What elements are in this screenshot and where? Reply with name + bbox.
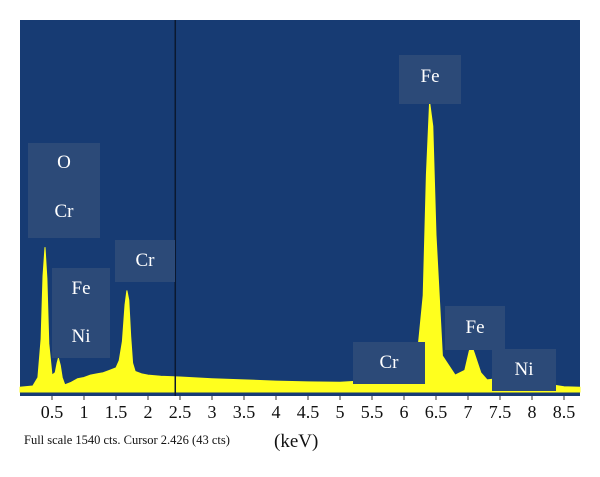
peak-label-text: Fe — [421, 66, 440, 87]
x-tick-label: 6 — [400, 402, 409, 422]
peak-label-text: Cr — [380, 352, 400, 373]
peak-label: Cr — [115, 240, 175, 282]
x-tick-label: 5 — [336, 402, 345, 422]
peak-label: Fe — [445, 306, 505, 350]
x-axis: 0.5 1 1.5 2 2.5 3 3.5 4 4.5 5 5.5 6 6.5 7 7.5 8 8.5 — [41, 396, 576, 422]
peak-label-box — [445, 306, 505, 350]
peak-label: Fe — [399, 55, 461, 104]
peak-label-box — [28, 143, 100, 238]
x-tick-label: 6.5 — [425, 402, 448, 422]
x-tick-label: 1 — [80, 402, 89, 422]
peak-label-text: Fe — [466, 317, 485, 338]
peak-label-box — [492, 349, 556, 391]
x-tick-label: 8.5 — [553, 402, 576, 422]
spectrum-area — [19, 102, 581, 393]
peak-label-text: Cr — [55, 201, 75, 222]
x-tick-label: 4 — [272, 402, 281, 422]
x-tick-label: 4.5 — [297, 402, 320, 422]
x-axis-unit: (keV) — [274, 431, 318, 452]
x-tick-label: 8 — [528, 402, 537, 422]
peak-label-text: Ni — [72, 326, 91, 347]
x-tick-label: 7 — [464, 402, 473, 422]
peak-label-box — [52, 268, 110, 358]
x-tick-label: 3 — [208, 402, 217, 422]
peak-annotations: O Cr Fe Ni Cr Cr Fe Fe Ni — [28, 55, 556, 391]
peak-label-box — [399, 55, 461, 104]
peak-label-box — [353, 342, 425, 384]
x-tick-label: 2.5 — [169, 402, 192, 422]
peak-label: Ni — [492, 349, 556, 391]
peak-label-box — [115, 240, 175, 282]
x-tick-label: 3.5 — [233, 402, 256, 422]
peak-label-text: Ni — [515, 359, 534, 380]
peak-label-text: Fe — [72, 278, 91, 299]
peak-label: Cr — [353, 342, 425, 384]
x-tick-label: 1.5 — [105, 402, 128, 422]
x-tick-label: 5.5 — [361, 402, 384, 422]
peak-label: Fe Ni — [52, 268, 110, 358]
peak-label: O Cr — [28, 143, 100, 238]
footer-info: Full scale 1540 cts. Cursor 2.426 (43 ct… — [24, 433, 230, 447]
x-tick-label: 0.5 — [41, 402, 64, 422]
peak-label-text: Cr — [136, 250, 156, 271]
x-tick-label: 2 — [144, 402, 153, 422]
x-tick-label: 7.5 — [489, 402, 512, 422]
peak-label-text: O — [57, 152, 71, 173]
